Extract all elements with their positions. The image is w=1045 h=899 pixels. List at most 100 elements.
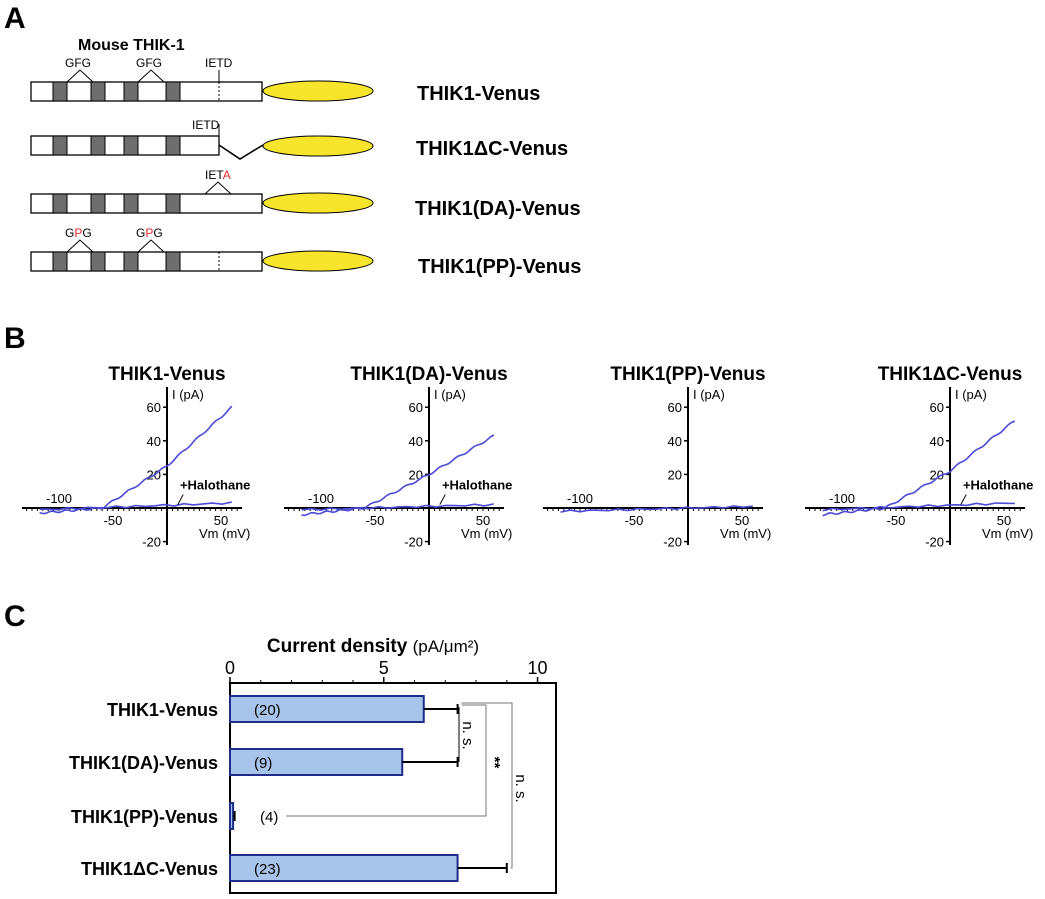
y-tick-label: -20 xyxy=(142,535,161,550)
x-tick-label: 50 xyxy=(997,513,1011,528)
panel-letter-c: C xyxy=(4,600,26,633)
halothane-label: +Halothane xyxy=(442,478,512,493)
y-tick-label: 40 xyxy=(147,434,161,449)
x-axis-label: Vm (mV) xyxy=(982,526,1033,541)
motif-bracket xyxy=(66,239,94,253)
y-tick-label: 60 xyxy=(930,400,944,415)
y-tick-label: 40 xyxy=(409,434,423,449)
x-tick-label: 10 xyxy=(528,658,548,678)
y-tick-label: 60 xyxy=(668,400,682,415)
y-tick-label: -20 xyxy=(404,535,423,550)
y-tick-label: 20 xyxy=(409,467,423,482)
construct-name: THIK1(DA)-Venus xyxy=(415,198,581,220)
panel-letter-a: A xyxy=(4,2,26,35)
motif-label-gpg: GPG xyxy=(65,226,92,240)
tm-segment xyxy=(123,135,139,156)
tm-segment xyxy=(165,135,181,156)
x-tick-label: -50 xyxy=(104,513,123,528)
motif-label-gpg: GPG xyxy=(136,226,163,240)
motif-bracket xyxy=(204,181,232,195)
motif-bracket xyxy=(66,69,94,83)
halothane-trace xyxy=(822,502,1015,512)
tm-segment xyxy=(52,81,68,102)
x-tick-label: 5 xyxy=(379,658,389,678)
panel-c-current-density-chart: Current density (pA/μm²) 0 5 10 THIK1-Venus (… xyxy=(69,636,557,894)
motif-bracket xyxy=(137,69,165,83)
halothane-label: +Halothane xyxy=(963,478,1033,493)
x-tick-label: 50 xyxy=(214,513,228,528)
iv-plot-title: THIK1(DA)-Venus xyxy=(350,364,507,385)
construct-thik1-dc-venus: IETD THIK1ΔC-Venus xyxy=(30,118,568,160)
n-label: (4) xyxy=(260,809,278,826)
category-label: THIK1ΔC-Venus xyxy=(81,859,218,879)
tm-segment xyxy=(123,251,139,272)
halothane-trace xyxy=(39,501,232,511)
x-tick-label: -100 xyxy=(567,491,593,506)
construct-thik1-da-venus: IETA THIK1(DA)-Venus xyxy=(30,168,581,220)
category-label: THIK1(DA)-Venus xyxy=(69,753,218,773)
venus-tag xyxy=(262,250,374,272)
x-tick-label: 0 xyxy=(225,658,235,678)
significance-label: n. s. xyxy=(512,774,529,802)
panel-b-iv-curves: THIK1-Venus 60 40 20 -20 -100 -50 50 I (pA) Vm (m… xyxy=(22,364,1033,550)
x-tick-label: 50 xyxy=(476,513,490,528)
x-tick-label: -50 xyxy=(887,513,906,528)
venus-tag xyxy=(262,192,374,214)
iv-plot-title: THIK1(PP)-Venus xyxy=(610,364,765,385)
y-tick-label: 60 xyxy=(409,400,423,415)
significance-bracket xyxy=(286,704,487,817)
x-axis-label: Vm (mV) xyxy=(461,526,512,541)
n-label: (23) xyxy=(254,861,281,878)
n-label: (9) xyxy=(254,755,272,772)
x-tick-label: 50 xyxy=(735,513,749,528)
deletion-linker xyxy=(218,144,264,160)
panel-letter-b: B xyxy=(4,322,26,355)
category-label: THIK1-Venus xyxy=(107,700,218,720)
tm-segment xyxy=(52,193,68,214)
y-tick-label: 40 xyxy=(668,434,682,449)
x-tick-label: -50 xyxy=(625,513,644,528)
halothane-pointer xyxy=(439,494,446,505)
iv-plot-title: THIK1-Venus xyxy=(108,364,225,385)
halothane-pointer xyxy=(177,494,184,505)
motif-label-iet: IETA xyxy=(205,168,231,182)
x-tick-label: -100 xyxy=(46,491,72,506)
plot-frame xyxy=(229,682,557,894)
construct-thik1-venus: GFG GFG IETD THIK1-Venus xyxy=(30,56,540,105)
bar xyxy=(229,695,425,723)
category-label: THIK1(PP)-Venus xyxy=(71,807,218,827)
y-tick-label: 20 xyxy=(668,467,682,482)
iv-plot-2: THIK1(DA)-Venus 60 40 20 -20 -100 -50 50 I (pA) V… xyxy=(284,364,512,550)
tm-segment xyxy=(165,251,181,272)
motif-label: IETD xyxy=(205,56,233,70)
iv-plot-4: THIK1ΔC-Venus 60 40 20 -20 -100 -50 50 I (pA) Vm … xyxy=(805,364,1033,550)
y-tick-label: 40 xyxy=(930,434,944,449)
control-trace xyxy=(39,405,233,515)
control-trace xyxy=(301,434,495,517)
iv-plot-title: THIK1ΔC-Venus xyxy=(878,364,1023,385)
construct-thik1-pp-venus: GPG GPG THIK1(PP)-Venus xyxy=(30,226,581,278)
y-tick-label: 20 xyxy=(930,467,944,482)
halothane-label: +Halothane xyxy=(180,478,250,493)
significance-label: n. s. xyxy=(459,721,476,749)
tm-segment xyxy=(123,193,139,214)
x-tick-label: -100 xyxy=(829,491,855,506)
tm-segment xyxy=(90,193,106,214)
control-trace xyxy=(822,420,1016,517)
venus-tag xyxy=(262,135,374,157)
control-trace xyxy=(560,505,753,513)
tm-segment xyxy=(165,193,181,214)
y-axis-label: I (pA) xyxy=(955,387,987,402)
tm-segment xyxy=(123,81,139,102)
construct-name: THIK1ΔC-Venus xyxy=(416,138,568,160)
motif-label: GFG xyxy=(65,56,91,70)
y-axis-label: I (pA) xyxy=(434,387,466,402)
tm-segment xyxy=(90,135,106,156)
tm-segment xyxy=(165,81,181,102)
y-tick-label: 60 xyxy=(147,400,161,415)
construct-name: THIK1-Venus xyxy=(417,83,540,105)
y-axis-label: I (pA) xyxy=(172,387,204,402)
tm-segment xyxy=(90,251,106,272)
